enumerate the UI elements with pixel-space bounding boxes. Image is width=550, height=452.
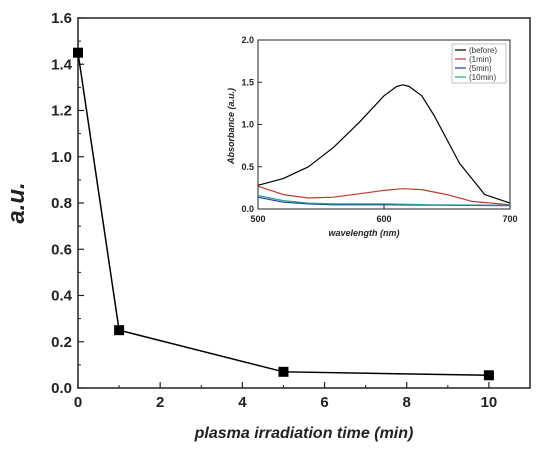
inset-legend-label: (5min) xyxy=(469,64,492,73)
main-x-tick-label: 6 xyxy=(320,394,328,411)
main-series-line xyxy=(77,52,489,377)
inset-y-tick-label: 1.5 xyxy=(241,77,254,87)
inset-x-axis-title: wavelength (nm) xyxy=(328,228,399,238)
main-y-tick-label: 1.6 xyxy=(51,10,72,27)
inset-legend: (before)(1min)(5min)(10min) xyxy=(451,43,507,84)
inset-x-tick-label: 600 xyxy=(376,214,391,224)
main-y-tick-labels: 0.0 0.2 0.4 0.6 0.8 1.0 1.2 1.4 1.6 xyxy=(51,10,73,397)
main-x-tick-label: 4 xyxy=(238,394,247,411)
main-y-tick-label: 0.2 xyxy=(51,334,72,351)
inset-series xyxy=(257,84,511,207)
main-data-point xyxy=(278,366,289,377)
inset-y-tick-label: 1.0 xyxy=(241,120,254,130)
inset-x-tick-labels: 500 600 700 xyxy=(250,214,517,224)
main-data-point xyxy=(114,325,125,336)
main-data-point xyxy=(483,370,494,381)
inset-y-tick-labels: 0.0 0.5 1.0 1.5 2.0 xyxy=(241,35,254,214)
inset-y-tick-label: 0.5 xyxy=(241,162,254,172)
main-y-tick-label: 0.6 xyxy=(51,241,72,258)
inset-legend-label: (10min) xyxy=(469,73,496,82)
main-y-tick-label: 0.0 xyxy=(51,380,72,397)
inset-ticks xyxy=(257,39,511,210)
inset-legend-label: (1min) xyxy=(469,55,492,64)
inset-x-tick-label: 500 xyxy=(250,214,265,224)
main-data-point xyxy=(73,47,83,58)
main-x-axis-title: plasma irradiation time (min) xyxy=(194,425,414,442)
main-series xyxy=(73,47,494,381)
inset-y-tick-label: 2.0 xyxy=(241,35,254,45)
inset-y-axis-title: Absorbance (a.u.) xyxy=(226,88,236,165)
inset-series-line xyxy=(257,194,511,206)
main-y-tick-label: 0.4 xyxy=(51,288,73,305)
inset-x-tick-label: 700 xyxy=(502,214,517,224)
main-x-tick-label: 0 xyxy=(74,394,82,411)
main-x-tick-label: 8 xyxy=(403,394,411,411)
main-y-tick-label: 1.4 xyxy=(51,56,73,73)
main-y-tick-label: 1.2 xyxy=(51,103,72,120)
main-y-tick-label: 0.8 xyxy=(51,195,72,212)
main-x-tick-label: 2 xyxy=(156,394,164,411)
main-ticks xyxy=(77,17,531,389)
main-y-tick-label: 1.0 xyxy=(51,149,72,166)
inset-y-tick-label: 0.0 xyxy=(241,204,254,214)
main-x-tick-labels: 0 2 4 6 8 10 xyxy=(74,394,497,411)
inset-series-line xyxy=(257,185,511,206)
inset-series-line xyxy=(257,84,511,204)
inset-legend-label: (before) xyxy=(469,46,497,55)
main-y-axis-title: a.u. xyxy=(3,182,30,223)
main-x-tick-label: 10 xyxy=(481,394,498,411)
